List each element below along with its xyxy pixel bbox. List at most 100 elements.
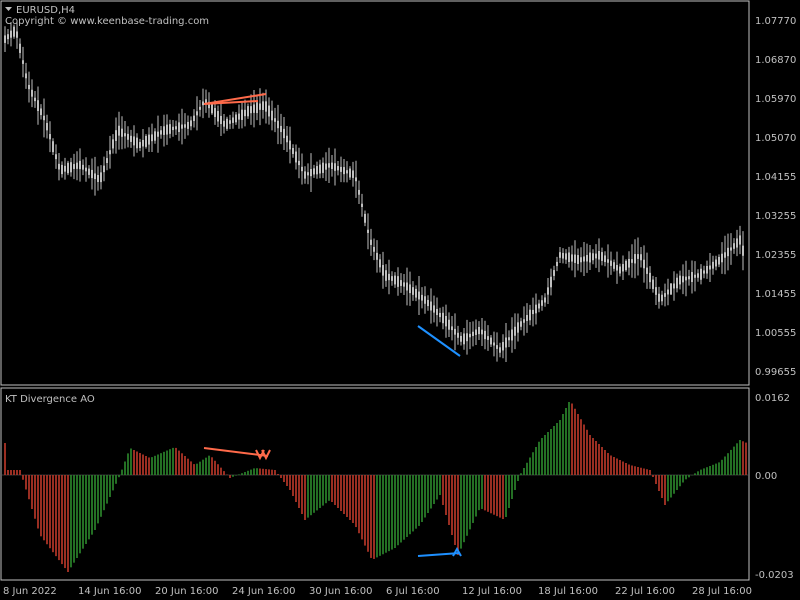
- time-tick-label: 30 Jun 16:00: [309, 586, 373, 597]
- candle-body: [481, 329, 483, 335]
- candle-body: [322, 162, 324, 173]
- candle-body: [742, 245, 744, 256]
- time-tick-label: 28 Jul 16:00: [692, 586, 752, 597]
- candle-body: [484, 330, 486, 340]
- candle-body: [529, 309, 531, 321]
- candle-body: [613, 262, 615, 269]
- candle-body: [208, 101, 210, 109]
- candle-body: [562, 252, 564, 259]
- candle-body: [460, 335, 462, 342]
- time-tick-label: 8 Jun 2022: [3, 586, 57, 597]
- candle-body: [190, 120, 192, 127]
- candle-body: [697, 273, 699, 278]
- price-candles: [4, 20, 744, 362]
- candle-body: [328, 163, 330, 168]
- candle-body: [604, 255, 606, 263]
- candle-body: [409, 284, 411, 294]
- candle-body: [169, 124, 171, 134]
- candle-body: [541, 300, 543, 306]
- candle-body: [46, 122, 48, 131]
- time-axis: 8 Jun 2022 14 Jun 16:00 20 Jun 16:00 24 …: [3, 586, 752, 597]
- candle-body: [724, 252, 726, 258]
- candle-body: [679, 275, 681, 285]
- candle-body: [406, 282, 408, 291]
- candle-body: [652, 279, 654, 289]
- candle-body: [601, 252, 603, 261]
- candle-body: [295, 151, 297, 163]
- candle-body: [265, 101, 267, 112]
- candle-body: [718, 256, 720, 265]
- time-tick-label: 14 Jun 16:00: [78, 586, 142, 597]
- candle-body: [391, 276, 393, 281]
- candle-body: [682, 276, 684, 283]
- candle-body: [184, 124, 186, 128]
- candle-body: [397, 276, 399, 287]
- candle-body: [262, 101, 264, 110]
- candle-body: [307, 172, 309, 176]
- candle-body: [289, 140, 291, 150]
- candle-body: [427, 299, 429, 307]
- candle-body: [286, 135, 288, 143]
- candle-body: [442, 312, 444, 324]
- price-tick-label: 1.04155: [755, 172, 796, 183]
- candle-body: [457, 332, 459, 338]
- candle-body: [583, 256, 585, 262]
- candle-body: [361, 203, 363, 207]
- copyright-label: Copyright © www.keenbase-trading.com: [5, 16, 209, 27]
- candle-body: [727, 247, 729, 257]
- candle-body: [319, 164, 321, 174]
- candle-body: [226, 118, 228, 129]
- candle-body: [310, 169, 312, 177]
- candle-body: [493, 342, 495, 346]
- time-tick-label: 18 Jul 16:00: [538, 586, 598, 597]
- candle-body: [691, 272, 693, 282]
- candle-body: [667, 289, 669, 295]
- indicator-divergence-lines: [203, 447, 462, 557]
- candle-body: [31, 89, 33, 97]
- candle-body: [82, 164, 84, 170]
- candle-body: [88, 168, 90, 175]
- candle-body: [346, 170, 348, 174]
- candle-body: [547, 287, 549, 295]
- candle-body: [253, 104, 255, 113]
- triangle-down-icon[interactable]: [5, 7, 12, 11]
- candle-body: [367, 229, 369, 233]
- candle-body: [199, 106, 201, 110]
- candle-body: [151, 134, 153, 142]
- candle-body: [340, 166, 342, 172]
- candle-body: [79, 160, 81, 170]
- candle-body: [715, 259, 717, 267]
- candle-body: [511, 329, 513, 341]
- candle-body: [622, 264, 624, 272]
- candle-body: [538, 303, 540, 309]
- bullish-ao-divergence-line: [417, 552, 461, 557]
- candle-body: [187, 121, 189, 129]
- indicator-axis: 0.0162 0.00 -0.0203: [755, 393, 794, 581]
- candle-body: [142, 139, 144, 147]
- candle-body: [193, 115, 195, 122]
- candle-body: [118, 125, 120, 136]
- indicator-panel-frame: [0, 387, 750, 581]
- candle-body: [598, 250, 600, 260]
- candle-body: [238, 113, 240, 120]
- candle-body: [49, 134, 51, 140]
- price-tick-label: 1.01455: [755, 289, 796, 300]
- candle-body: [463, 333, 465, 345]
- candle-body: [127, 133, 129, 140]
- candle-body: [469, 333, 471, 338]
- candle-body: [196, 111, 198, 116]
- candle-body: [133, 136, 135, 146]
- candle-body: [136, 137, 138, 149]
- time-tick-label: 20 Jun 16:00: [155, 586, 219, 597]
- candle-body: [316, 166, 318, 175]
- candle-body: [559, 252, 561, 258]
- candle-body: [619, 266, 621, 274]
- candle-body: [445, 315, 447, 327]
- candle-body: [163, 126, 165, 135]
- candle-body: [61, 164, 63, 175]
- candle-body: [520, 321, 522, 327]
- candle-body: [553, 270, 555, 276]
- candle-body: [421, 294, 423, 301]
- candle-body: [394, 275, 396, 285]
